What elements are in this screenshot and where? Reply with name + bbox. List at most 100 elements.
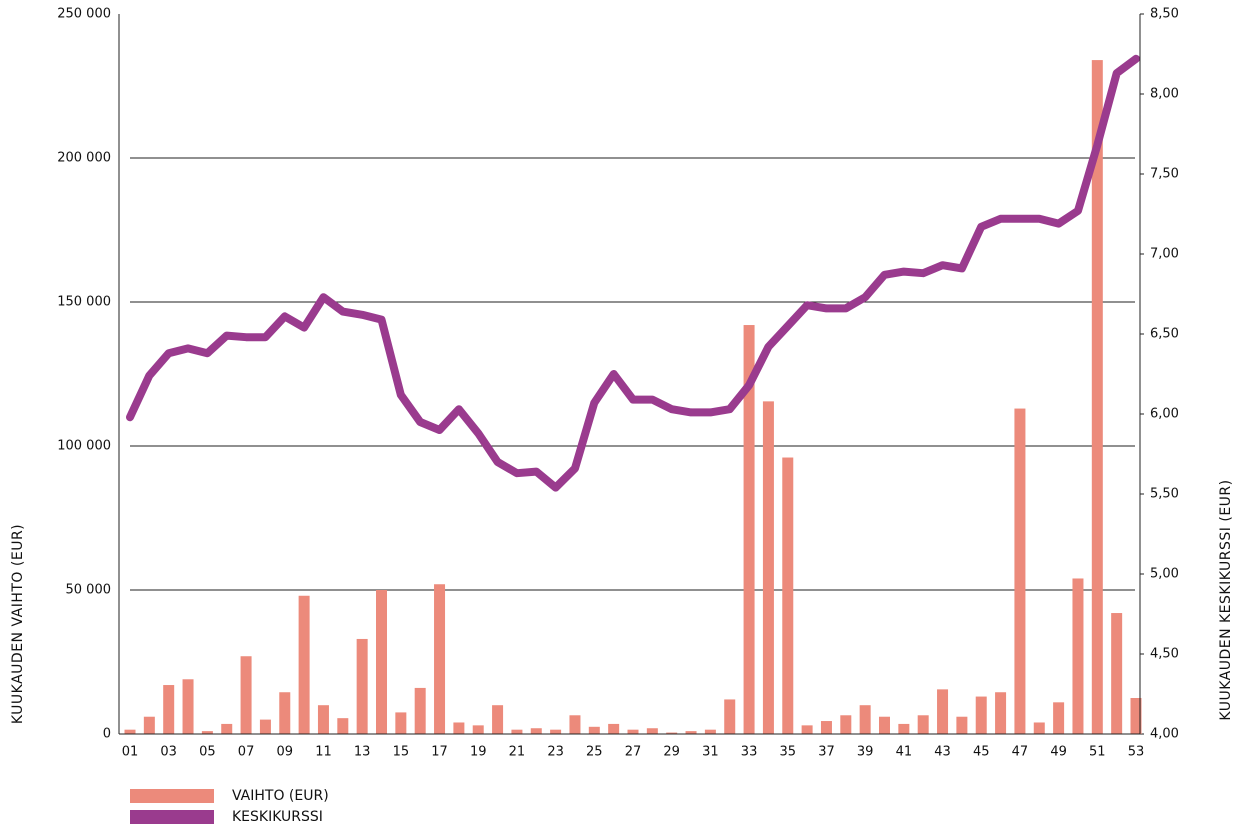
x-tick-label: 07: [238, 745, 255, 760]
y-tick-label: 250 000: [57, 7, 111, 22]
bar: [163, 685, 175, 734]
bar: [356, 638, 368, 734]
bar: [550, 729, 562, 734]
y-tick-label: 0: [103, 727, 111, 742]
bar: [975, 696, 987, 734]
bar: [879, 716, 890, 734]
x-tick-label: 35: [779, 745, 796, 760]
bar: [1072, 578, 1084, 734]
bar: [182, 679, 194, 734]
bar: [956, 716, 968, 734]
x-tick-label: 01: [122, 745, 139, 760]
bar: [434, 584, 446, 734]
y2-tick-label: 4,00: [1150, 727, 1179, 742]
bar: [917, 715, 929, 734]
x-tick-label: 03: [160, 745, 177, 760]
x-tick-label: 05: [199, 745, 216, 760]
y2-tick-label: 8,50: [1150, 7, 1179, 22]
x-tick-label: 47: [1012, 745, 1029, 760]
bar: [646, 728, 658, 734]
x-tick-label: 37: [818, 745, 835, 760]
legend-swatch: [130, 789, 214, 803]
y-tick-label: 100 000: [57, 439, 111, 454]
x-tick-label: 53: [1128, 745, 1145, 760]
bar: [317, 705, 329, 734]
bar: [627, 729, 639, 734]
x-tick-label: 51: [1089, 745, 1106, 760]
bar: [782, 457, 794, 734]
bar: [395, 712, 407, 734]
y2-tick-label: 6,50: [1150, 327, 1179, 342]
bar: [1053, 702, 1065, 734]
legend-swatch: [130, 810, 214, 824]
bar: [472, 725, 484, 734]
bar: [221, 723, 233, 734]
bar: [1033, 722, 1045, 734]
x-tick-label: 19: [470, 745, 487, 760]
bar: [124, 729, 136, 734]
bar: [859, 705, 871, 734]
y2-tick-label: 7,50: [1150, 167, 1179, 182]
bar: [608, 723, 620, 734]
bar: [143, 716, 155, 734]
x-tick-label: 11: [315, 745, 332, 760]
y-tick-label: 50 000: [66, 583, 112, 598]
x-tick-label: 17: [431, 745, 448, 760]
y-tick-label: 150 000: [57, 295, 111, 310]
bar: [840, 715, 852, 734]
bar: [259, 719, 271, 734]
bar: [820, 721, 832, 734]
y2-tick-label: 6,00: [1150, 407, 1179, 422]
x-tick-label: 09: [276, 745, 293, 760]
y2-tick-label: 4,50: [1150, 647, 1179, 662]
bar: [704, 729, 716, 734]
bar: [995, 692, 1007, 734]
x-tick-label: 29: [663, 745, 680, 760]
bar: [685, 731, 697, 734]
x-tick-label: 13: [354, 745, 371, 760]
bar: [588, 726, 600, 734]
bar: [743, 325, 755, 734]
bar: [1014, 408, 1026, 734]
bar: [1111, 613, 1123, 734]
bar: [453, 722, 465, 734]
bar: [898, 723, 910, 734]
x-tick-label: 33: [741, 745, 758, 760]
bar: [801, 725, 813, 734]
legend-label: VAIHTO (EUR): [232, 788, 329, 804]
x-tick-label: 31: [702, 745, 719, 760]
y2-axis-title: KUUKAUDEN KESKIKURSSI (EUR): [1218, 479, 1234, 720]
bar: [279, 692, 291, 734]
bar: [762, 401, 774, 734]
bar: [666, 732, 678, 734]
legend-label: KESKIKURSSI: [232, 809, 323, 825]
x-tick-label: 39: [857, 745, 874, 760]
x-tick-label: 21: [509, 745, 526, 760]
x-tick-label: 15: [393, 745, 410, 760]
x-tick-label: 25: [586, 745, 603, 760]
x-tick-label: 45: [973, 745, 990, 760]
bar: [1130, 698, 1142, 734]
x-tick-label: 43: [934, 745, 951, 760]
bar: [569, 715, 581, 734]
bar: [724, 699, 736, 734]
y-axis-title: KUUKAUDEN VAIHTO (EUR): [10, 524, 26, 724]
y2-tick-label: 8,00: [1150, 87, 1179, 102]
bar: [530, 728, 542, 734]
x-tick-label: 41: [896, 745, 913, 760]
bar: [1091, 60, 1103, 734]
line: [126, 54, 1140, 492]
bar: [298, 595, 310, 734]
y2-tick-label: 7,00: [1150, 247, 1179, 262]
bar: [201, 731, 213, 734]
y-tick-label: 200 000: [57, 151, 111, 166]
x-tick-label: 49: [1050, 745, 1067, 760]
y2-tick-label: 5,50: [1150, 487, 1179, 502]
bar: [937, 689, 949, 734]
bar: [511, 729, 523, 734]
bar: [492, 705, 504, 734]
bar: [414, 687, 426, 734]
bar: [376, 590, 387, 734]
x-tick-label: 27: [625, 745, 642, 760]
